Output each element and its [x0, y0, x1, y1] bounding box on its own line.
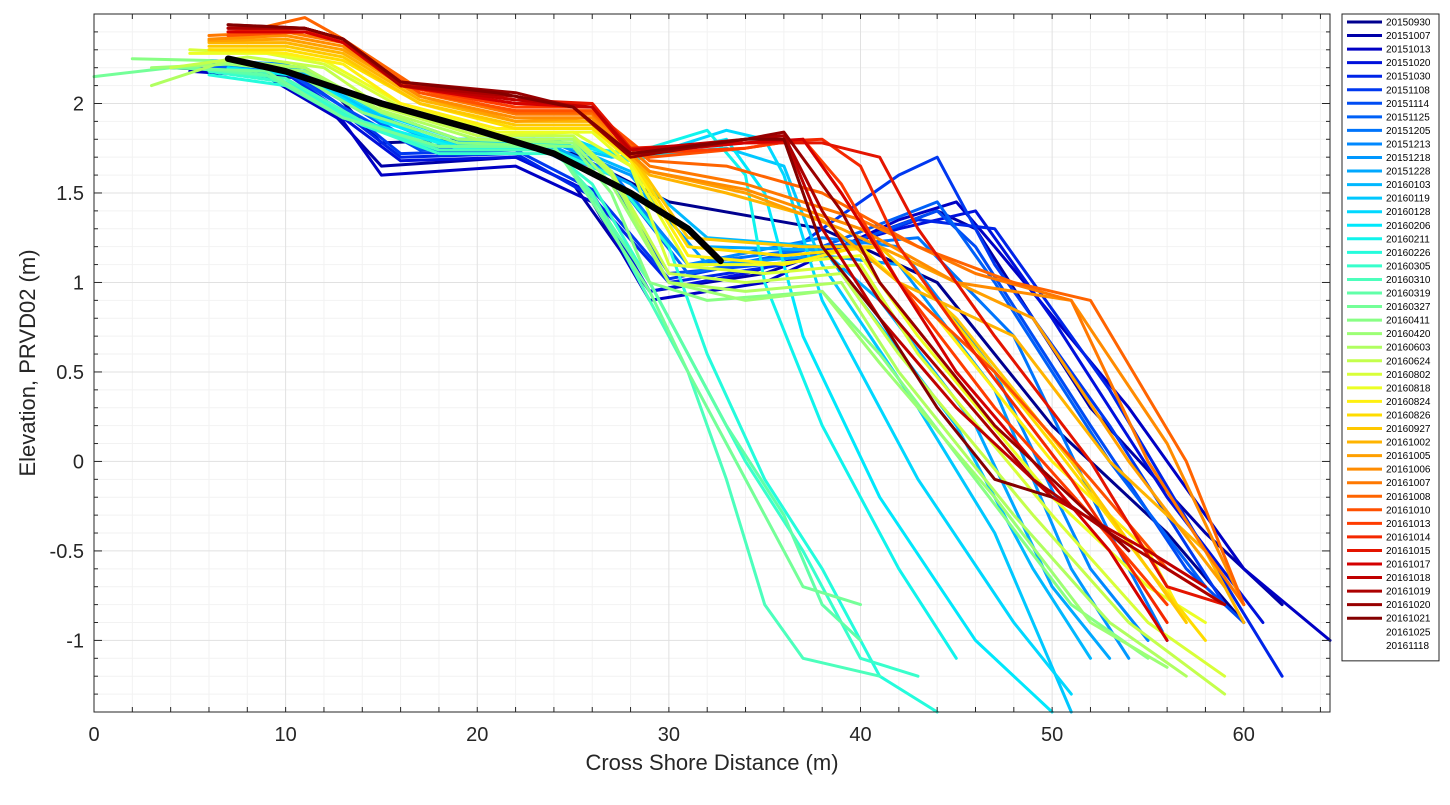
- legend-label: 20161017: [1386, 560, 1431, 571]
- y-tick-label: -0.5: [50, 541, 84, 563]
- legend-label: 20161008: [1386, 492, 1431, 503]
- legend-label: 20160826: [1386, 410, 1431, 421]
- x-axis: 0 10 20 30 40 50 60: [88, 14, 1321, 746]
- x-tick-label: 10: [275, 724, 297, 746]
- axes-frame: [93, 13, 1331, 713]
- x-axis-title: Cross Shore Distance (m): [585, 750, 838, 775]
- y-axis-title: Elevation, PRVD02 (m): [15, 249, 40, 476]
- legend-label: 20161021: [1386, 614, 1431, 625]
- legend-label: 20160411: [1386, 316, 1430, 327]
- legend-label: 20160226: [1386, 248, 1431, 259]
- series-line-20161002: [207, 41, 1246, 624]
- legend-label: 20160206: [1386, 221, 1431, 232]
- legend-label: 20161015: [1386, 546, 1431, 557]
- legend-label: 20160305: [1386, 261, 1431, 272]
- series-line-20161017: [226, 30, 1169, 642]
- legend-label: 20160927: [1386, 424, 1431, 435]
- legend-label: 20151020: [1386, 58, 1431, 69]
- legend-label: 20151013: [1386, 45, 1431, 56]
- legend-label: 20161018: [1386, 573, 1431, 584]
- legend-label: 20160103: [1386, 180, 1431, 191]
- legend: 20150930 20151007 20151013 20151020 20151030…: [1341, 13, 1440, 662]
- legend-label: 20151218: [1386, 153, 1431, 164]
- legend-label: 20161010: [1386, 505, 1431, 516]
- series-line-20160128: [226, 62, 1073, 696]
- legend-label: 20161006: [1386, 465, 1431, 476]
- x-tick-label: 60: [1233, 724, 1255, 746]
- legend-label: 20160128: [1386, 207, 1431, 218]
- series-line-20160305: [207, 69, 920, 678]
- x-tick-label: 0: [88, 724, 99, 746]
- legend-label: 20161118: [1386, 641, 1429, 652]
- legend-label: 20161002: [1386, 438, 1431, 449]
- legend-label: 20161020: [1386, 600, 1431, 611]
- legend-label: 20151228: [1386, 167, 1431, 178]
- legend-label: 20161014: [1386, 532, 1431, 543]
- legend-label: 20160211: [1386, 234, 1430, 245]
- legend-label: 20151213: [1386, 139, 1431, 150]
- series-line-20160818: [188, 51, 1207, 624]
- legend-label: 20151114: [1386, 99, 1429, 110]
- series-line-20160802: [188, 48, 1227, 678]
- legend-label: 20160624: [1386, 356, 1431, 367]
- legend-label: 20160310: [1386, 275, 1431, 286]
- series-line-20161021: [226, 23, 1054, 499]
- series-line-20160327: [92, 66, 862, 607]
- y-tick-label: 0: [73, 451, 84, 473]
- series-line-20160624: [169, 55, 1227, 696]
- x-tick-label: 40: [849, 724, 871, 746]
- legend-label: 20161019: [1386, 587, 1431, 598]
- series-line-20160826: [207, 48, 1207, 642]
- legend-label: 20151205: [1386, 126, 1431, 137]
- legend-label: 20160420: [1386, 329, 1431, 340]
- legend-label: 20161005: [1386, 451, 1431, 462]
- legend-label: 20151125: [1386, 112, 1430, 123]
- legend-label: 20160119: [1386, 194, 1430, 205]
- x-tick-label: 30: [658, 724, 680, 746]
- legend-label: 20151108: [1386, 85, 1430, 96]
- legend-label: 20161013: [1386, 519, 1431, 530]
- y-tick-label: 1.5: [56, 183, 84, 205]
- legend-label: 20160802: [1386, 370, 1431, 381]
- legend-label: 20160327: [1386, 302, 1431, 313]
- x-tick-label: 20: [466, 724, 488, 746]
- axes-box: [93, 13, 1331, 713]
- legend-label: 20161007: [1386, 478, 1431, 489]
- legend-label: 20160603: [1386, 343, 1431, 354]
- x-tick-label: 50: [1041, 724, 1063, 746]
- legend-label: 20150930: [1386, 18, 1431, 29]
- y-axis: -1 -0.5 0 0.5 1 1.5 2: [50, 31, 1330, 695]
- legend-label: 20161025: [1386, 627, 1431, 638]
- y-tick-label: 0.5: [56, 362, 84, 384]
- legend-label: 20160824: [1386, 397, 1431, 408]
- y-tick-label: -1: [66, 630, 84, 652]
- series-line-20160603: [150, 59, 1188, 678]
- reference-curve: [224, 55, 724, 265]
- y-tick-label: 2: [73, 93, 84, 115]
- reference-curve-line: [224, 55, 724, 265]
- legend-label: 20151030: [1386, 72, 1431, 83]
- legend-label: 20160818: [1386, 383, 1431, 394]
- series-line-20160420: [150, 62, 1169, 669]
- legend-label: 20160319: [1386, 289, 1431, 300]
- legend-label: 20151007: [1386, 31, 1431, 42]
- y-tick-label: 1: [73, 272, 84, 294]
- legend-box: [1341, 13, 1440, 662]
